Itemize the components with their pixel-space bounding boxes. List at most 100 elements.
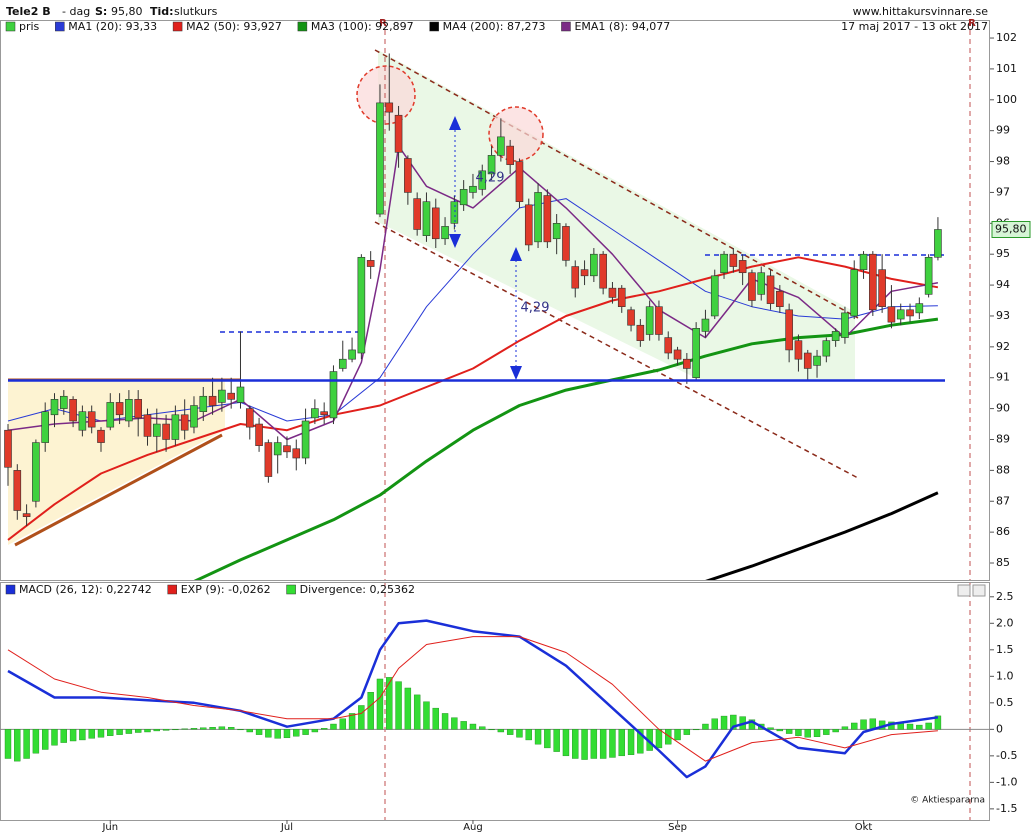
candle-body bbox=[655, 306, 663, 335]
candle-body bbox=[264, 442, 273, 477]
y-tick-label: 0.5 bbox=[996, 696, 1014, 709]
candle-body bbox=[785, 309, 793, 351]
series-line bbox=[7, 619, 939, 779]
candle-body bbox=[162, 423, 170, 440]
candle-body bbox=[915, 303, 924, 314]
y-tick-label: 88 bbox=[996, 463, 1010, 476]
site: www.hittakursvinnare.se bbox=[853, 5, 989, 18]
divergence-bar bbox=[832, 729, 839, 733]
candle-body bbox=[255, 423, 263, 446]
candle-body bbox=[404, 158, 412, 193]
divergence-bar bbox=[627, 729, 635, 755]
divergence-bar bbox=[339, 718, 346, 730]
candle-body bbox=[422, 201, 431, 236]
candle-body bbox=[515, 161, 524, 203]
candle-body bbox=[710, 275, 719, 317]
divergence-bar bbox=[479, 726, 486, 730]
y-tick-label: 1.0 bbox=[996, 669, 1014, 682]
candle-body bbox=[497, 136, 505, 156]
candle-body bbox=[506, 145, 514, 165]
divergence-bar bbox=[581, 729, 588, 760]
divergence-bar bbox=[265, 729, 272, 738]
series-line bbox=[193, 317, 939, 580]
divergence-bar bbox=[711, 718, 718, 730]
legend-swatch bbox=[167, 584, 177, 595]
legend-label: MA3 (100): 92,897 bbox=[311, 20, 414, 33]
candle-body bbox=[32, 442, 40, 502]
candle-body bbox=[69, 399, 77, 422]
candle-body bbox=[441, 226, 449, 240]
legend-swatch bbox=[5, 584, 16, 595]
divergence-bar bbox=[720, 715, 728, 730]
candle-body bbox=[813, 355, 821, 366]
drawings bbox=[8, 30, 971, 580]
candle-body bbox=[683, 358, 691, 369]
zoom-icon[interactable] bbox=[957, 584, 971, 597]
divergence-bar bbox=[367, 692, 374, 730]
candle-body bbox=[841, 312, 849, 338]
divergence-bar bbox=[153, 729, 160, 732]
series-line bbox=[705, 491, 939, 580]
arrow-head bbox=[510, 366, 522, 380]
divergence-bar bbox=[906, 723, 914, 730]
divergence-bar bbox=[599, 729, 607, 759]
candle-body bbox=[152, 423, 161, 437]
y-tick-label: -0.5 bbox=[996, 749, 1017, 762]
divergence-bar bbox=[609, 729, 616, 758]
date-range: 17 maj 2017 - 13 okt 2017 bbox=[841, 20, 988, 33]
divergence-bar bbox=[525, 729, 532, 741]
divergence-bar bbox=[497, 729, 505, 733]
channel-zone bbox=[378, 50, 855, 380]
divergence-bar bbox=[404, 687, 412, 730]
y-tick-label: 2.5 bbox=[996, 590, 1014, 603]
x-tick-label: Aug bbox=[463, 822, 483, 833]
arrow-head bbox=[449, 116, 461, 130]
annotation: 4,29 bbox=[476, 171, 505, 186]
triangle-zone bbox=[8, 380, 225, 545]
divergence-bar bbox=[181, 728, 188, 730]
candle-body bbox=[934, 229, 942, 258]
y-tick-label: 94 bbox=[996, 278, 1010, 291]
candle-body bbox=[692, 328, 700, 379]
y-tick-label: -1.5 bbox=[996, 802, 1017, 815]
candle-body bbox=[413, 198, 421, 230]
y-tick-label: 91 bbox=[996, 371, 1010, 384]
series-line bbox=[7, 256, 939, 541]
y-tick-label: 0 bbox=[996, 722, 1003, 735]
candle-body bbox=[208, 395, 217, 406]
y-tick-label: -1.0 bbox=[996, 775, 1017, 788]
settings-icon[interactable] bbox=[972, 584, 986, 597]
divergence-bar bbox=[730, 714, 737, 730]
candle-body bbox=[534, 192, 542, 243]
legend-label: MA4 (200): 87,273 bbox=[443, 20, 546, 33]
candle-body bbox=[218, 389, 226, 403]
divergence-bar bbox=[813, 729, 821, 737]
divergence-bar bbox=[116, 729, 123, 735]
divergence-bar bbox=[516, 729, 523, 738]
candle-body bbox=[896, 309, 905, 320]
candle-body bbox=[450, 201, 459, 224]
divergence-bar bbox=[488, 729, 495, 731]
candle-body bbox=[97, 429, 105, 443]
candle-body bbox=[887, 306, 896, 323]
divergence-bar bbox=[925, 722, 932, 730]
divergence-bar bbox=[841, 726, 849, 730]
candle-body bbox=[338, 358, 347, 369]
annotation: R bbox=[968, 18, 976, 29]
candle-body bbox=[143, 414, 152, 437]
candle-body bbox=[599, 253, 607, 289]
candle-body bbox=[50, 399, 59, 416]
divergence-bar bbox=[776, 729, 784, 732]
legend-label: MA1 (20): 93,33 bbox=[68, 20, 157, 33]
interval: - dag bbox=[62, 5, 90, 18]
divergence-bar bbox=[32, 729, 40, 754]
candle-body bbox=[41, 411, 49, 443]
divergence-bar bbox=[665, 729, 672, 745]
candle-body bbox=[78, 411, 87, 431]
y-tick-label: 98 bbox=[996, 155, 1010, 168]
divergence-bar bbox=[860, 719, 867, 730]
annotation: R bbox=[379, 18, 387, 29]
divergence-bar bbox=[413, 694, 421, 730]
channel-bottom bbox=[374, 221, 859, 479]
candle-body bbox=[590, 253, 598, 277]
